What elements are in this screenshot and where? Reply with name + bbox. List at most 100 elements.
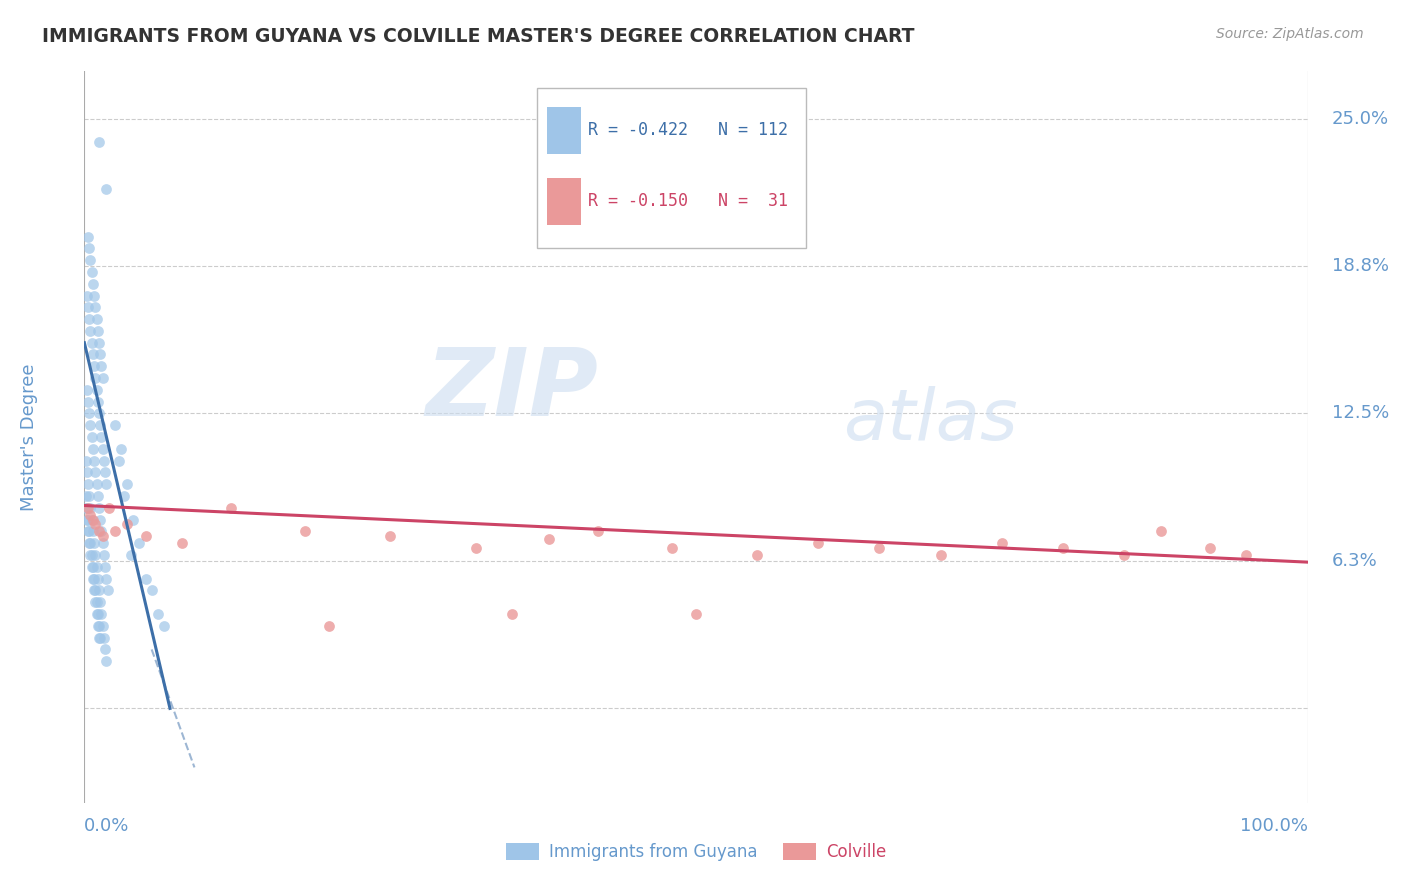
Point <box>93 548 115 562</box>
Point <box>87 489 110 503</box>
Point <box>96 182 118 196</box>
Point <box>86 607 108 621</box>
Point <box>83 536 105 550</box>
Point <box>146 607 169 621</box>
Point <box>75 489 97 503</box>
Point <box>80 335 103 350</box>
Point <box>86 312 108 326</box>
Point <box>97 500 120 515</box>
Point <box>110 442 132 456</box>
Point <box>91 529 114 543</box>
Point <box>87 135 110 149</box>
Point <box>135 529 157 543</box>
Point <box>77 489 100 503</box>
Point <box>87 607 110 621</box>
Point <box>929 548 952 562</box>
Point <box>115 477 138 491</box>
Point <box>90 430 112 444</box>
Point <box>77 312 100 326</box>
Point <box>87 619 110 633</box>
Point <box>96 477 118 491</box>
Text: atlas: atlas <box>842 386 1018 455</box>
Point <box>76 288 98 302</box>
Text: ZIP: ZIP <box>425 344 598 436</box>
Point <box>115 517 138 532</box>
Point <box>91 371 114 385</box>
Point <box>112 489 135 503</box>
Point <box>87 631 110 645</box>
Point <box>77 241 100 255</box>
Point <box>89 347 111 361</box>
Point <box>96 572 118 586</box>
Point <box>84 301 107 315</box>
Text: R = -0.150   N =  31: R = -0.150 N = 31 <box>588 192 789 211</box>
Point <box>89 631 111 645</box>
Point <box>502 607 524 621</box>
Point <box>84 583 107 598</box>
Point <box>87 394 110 409</box>
Point <box>90 524 112 539</box>
Point <box>84 595 107 609</box>
Text: R = -0.422   N = 112: R = -0.422 N = 112 <box>588 121 789 139</box>
Point <box>77 407 100 421</box>
Point <box>93 631 115 645</box>
Point <box>80 430 103 444</box>
Point <box>84 466 107 480</box>
Point <box>1150 524 1173 539</box>
Point <box>153 619 176 633</box>
Point <box>90 607 112 621</box>
Point <box>77 524 100 539</box>
Point <box>82 572 104 586</box>
Legend: Immigrants from Guyana, Colville: Immigrants from Guyana, Colville <box>499 836 893 868</box>
Point <box>128 536 150 550</box>
Point <box>1114 548 1136 562</box>
Point <box>82 347 104 361</box>
Point <box>77 301 100 315</box>
Point <box>79 536 101 550</box>
Point <box>1236 548 1258 562</box>
Text: 6.3%: 6.3% <box>1331 552 1378 570</box>
Point <box>135 572 157 586</box>
Point <box>79 324 101 338</box>
Point <box>87 500 110 515</box>
Text: 12.5%: 12.5% <box>1331 404 1389 423</box>
Point <box>76 466 98 480</box>
Point <box>87 524 110 539</box>
Point <box>87 324 110 338</box>
Point <box>76 383 98 397</box>
Text: Master's Degree: Master's Degree <box>20 363 38 511</box>
Text: 100.0%: 100.0% <box>1240 817 1308 835</box>
Point <box>219 500 242 515</box>
Point <box>75 500 97 515</box>
Text: 18.8%: 18.8% <box>1331 257 1389 275</box>
Point <box>464 541 486 555</box>
Point <box>77 536 100 550</box>
Point <box>294 524 316 539</box>
Point <box>83 288 105 302</box>
Point <box>87 407 110 421</box>
Point <box>86 477 108 491</box>
Point <box>83 453 105 467</box>
Point <box>82 442 104 456</box>
Point <box>84 517 107 532</box>
Point <box>141 583 163 598</box>
Point <box>172 536 194 550</box>
Point <box>83 583 105 598</box>
Point <box>82 277 104 291</box>
Point <box>94 559 117 574</box>
Point <box>1052 541 1074 555</box>
Point <box>79 548 101 562</box>
Point <box>107 453 129 467</box>
FancyBboxPatch shape <box>537 88 806 248</box>
Point <box>84 371 107 385</box>
Point <box>77 394 100 409</box>
Point <box>318 619 340 633</box>
Point <box>79 418 101 433</box>
Point <box>77 500 100 515</box>
Point <box>80 548 103 562</box>
Point <box>869 541 891 555</box>
Point <box>120 548 142 562</box>
Point <box>82 524 104 539</box>
Point <box>538 532 561 546</box>
Point <box>83 572 105 586</box>
